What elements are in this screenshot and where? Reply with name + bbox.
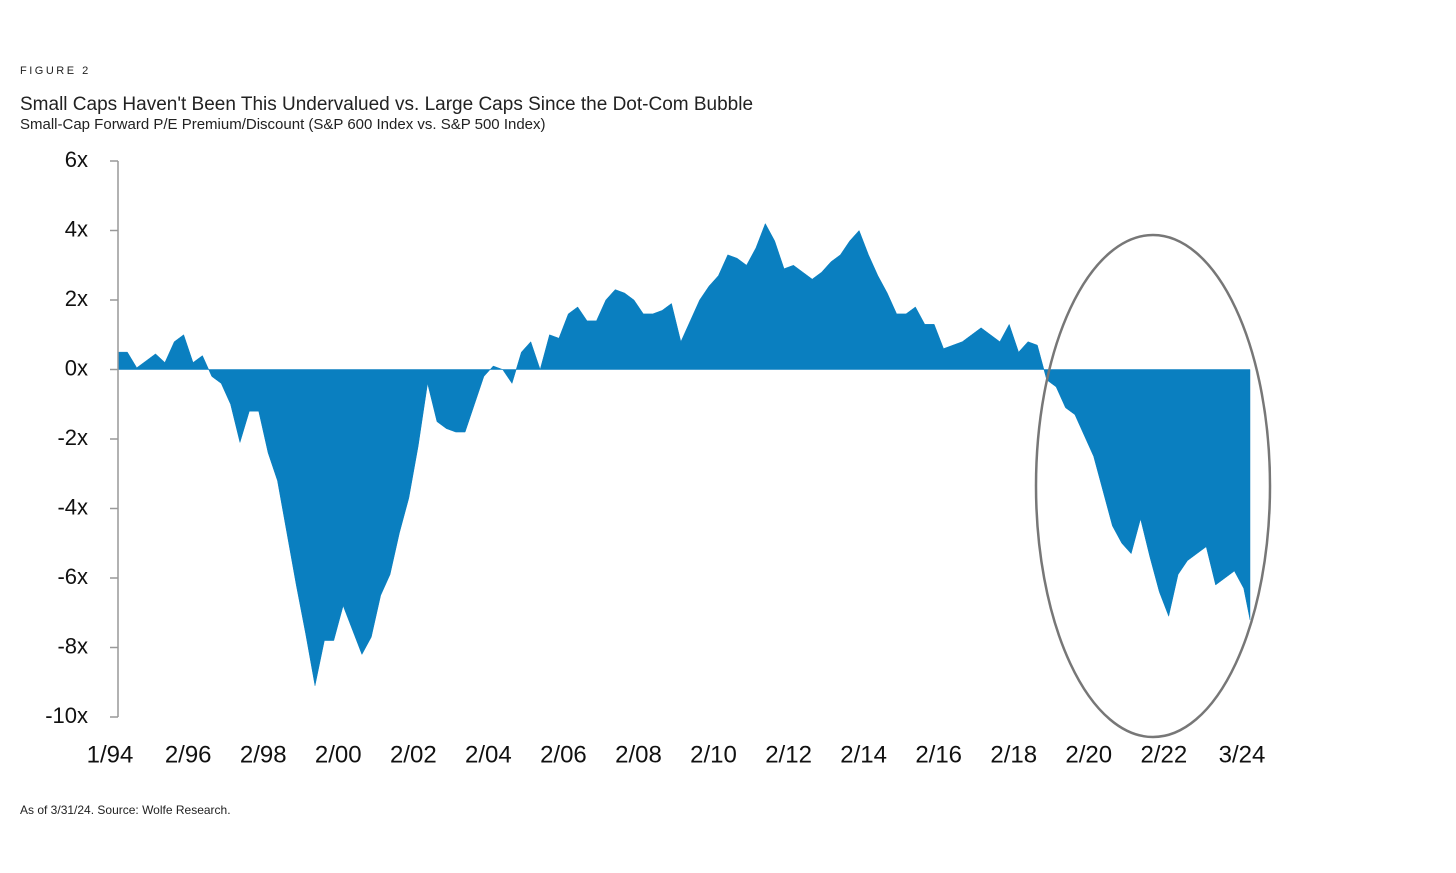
x-tick-label: 2/16 (915, 741, 962, 768)
x-tick-label: 2/20 (1065, 741, 1112, 768)
x-tick-label: 2/02 (390, 741, 437, 768)
y-tick-label: 6x (65, 147, 88, 172)
chart-subtitle: Small-Cap Forward P/E Premium/Discount (… (20, 116, 546, 133)
x-tick-label: 2/12 (765, 741, 812, 768)
x-tick-label: 2/00 (315, 741, 362, 768)
x-tick-label: 2/10 (690, 741, 737, 768)
x-tick-label: 2/08 (615, 741, 662, 768)
x-tick-label: 2/14 (840, 741, 887, 768)
plot-area: -10x -8x -6x -4x -2x 0x 2x 4x 6x 1/94 2/96 2/98 2/00… (45, 147, 1265, 769)
x-tick-label: 1/94 (87, 741, 134, 768)
y-tick-label: 4x (65, 216, 88, 241)
y-tick-label: 2x (65, 286, 88, 311)
y-tick-label: -10x (45, 703, 88, 728)
source-note: As of 3/31/24. Source: Wolfe Research. (20, 803, 231, 817)
x-tick-label: 2/06 (540, 741, 587, 768)
figure-label: FIGURE 2 (20, 65, 91, 77)
x-tick-label: 3/24 (1219, 741, 1266, 768)
x-tick-label: 2/98 (240, 741, 287, 768)
chart-title: Small Caps Haven't Been This Undervalued… (20, 94, 753, 115)
x-tick-label: 2/04 (465, 741, 512, 768)
y-tick-label: -2x (57, 425, 88, 450)
y-tick-label: -6x (57, 564, 88, 589)
x-tick-label: 2/96 (165, 741, 212, 768)
x-tick-label: 2/22 (1140, 741, 1187, 768)
y-tick-label: 0x (65, 355, 88, 380)
x-tick-label: 2/18 (990, 741, 1037, 768)
y-tick-label: -4x (57, 494, 88, 519)
y-tick-label: -8x (57, 633, 88, 658)
area (117, 222, 1251, 686)
highlight-ellipse (1034, 233, 1272, 739)
